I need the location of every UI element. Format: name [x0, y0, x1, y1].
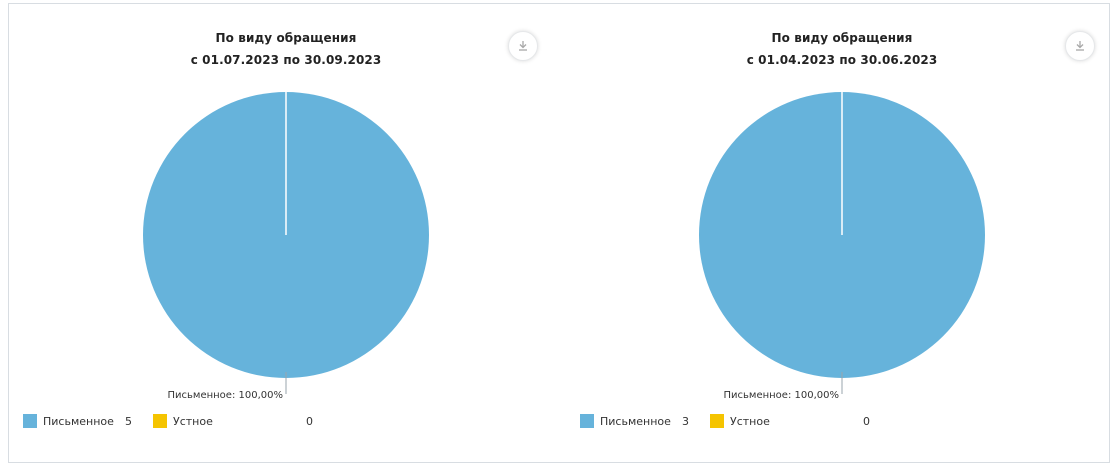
legend: Письменное 3 Устное 0 [580, 411, 876, 431]
chart-q2: По виду обращения с 01.04.2023 по 30.06.… [564, 0, 1115, 460]
legend-item[interactable]: Письменное 3 [580, 411, 710, 431]
legend-swatch [23, 414, 37, 428]
data-label: Письменное: 100,00% [724, 390, 840, 401]
data-label: Письменное: 100,00% [168, 390, 284, 401]
legend-value: 0 [863, 414, 870, 428]
legend-value: 5 [125, 414, 132, 428]
legend-item[interactable]: Устное 0 [710, 411, 876, 431]
pie-chart: Письменное: 100,00% [143, 92, 429, 401]
legend-swatch [153, 414, 167, 428]
legend-swatch [710, 414, 724, 428]
chart-title: По виду обращения [215, 31, 357, 45]
chart-q3: По виду обращения с 01.07.2023 по 30.09.… [8, 0, 559, 460]
pie-chart: Письменное: 100,00% [699, 92, 985, 401]
chart-title: По виду обращения [771, 31, 913, 45]
download-button[interactable] [508, 31, 538, 61]
legend-value: 3 [682, 414, 689, 428]
legend-label: Устное [730, 414, 770, 428]
download-button[interactable] [1065, 31, 1095, 61]
legend-label: Устное [173, 414, 213, 428]
chart-subtitle: с 01.07.2023 по 30.09.2023 [190, 53, 382, 67]
legend-item[interactable]: Устное 0 [153, 411, 319, 431]
legend-item[interactable]: Письменное 5 [23, 411, 153, 431]
legend-label: Письменное [600, 414, 671, 428]
download-icon [517, 40, 529, 52]
legend-swatch [580, 414, 594, 428]
legend-label: Письменное [43, 414, 114, 428]
legend: Письменное 5 Устное 0 [23, 411, 319, 431]
chart-subtitle: с 01.04.2023 по 30.06.2023 [746, 53, 938, 67]
download-icon [1074, 40, 1086, 52]
legend-value: 0 [306, 414, 313, 428]
